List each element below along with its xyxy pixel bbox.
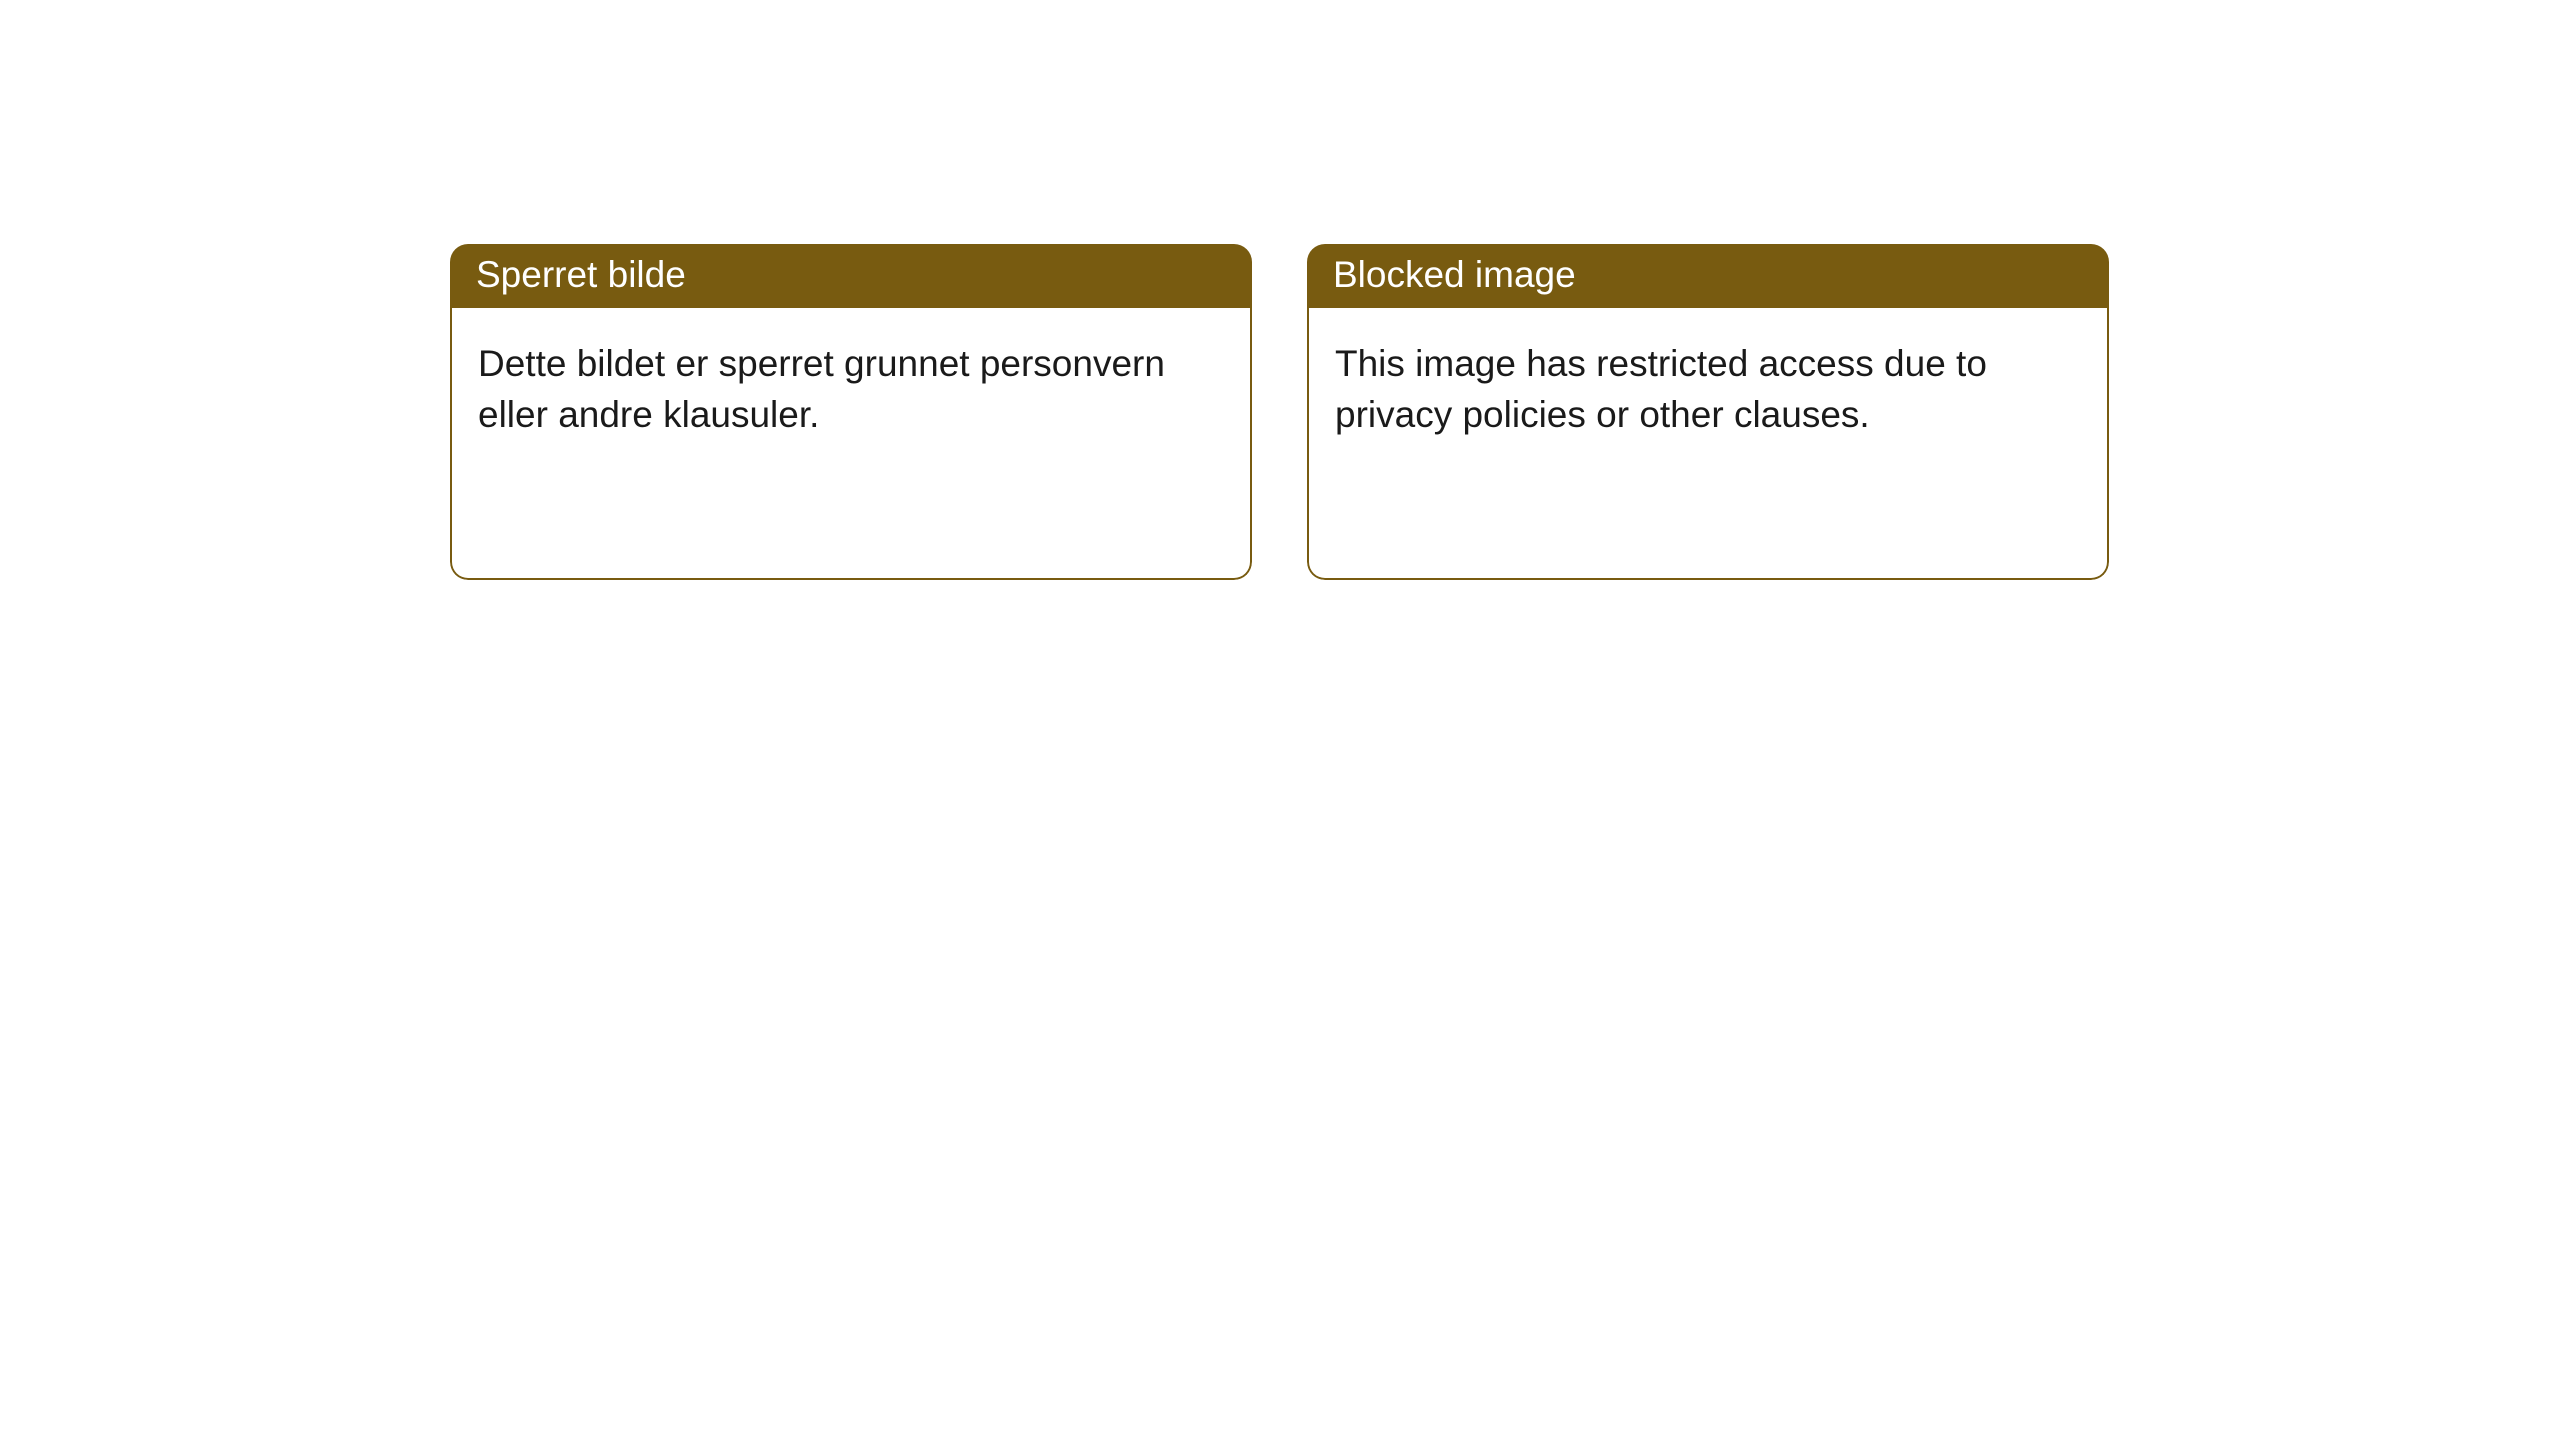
notice-panel-english: Blocked image This image has restricted …: [1307, 244, 2109, 580]
notice-panel-norwegian: Sperret bilde Dette bildet er sperret gr…: [450, 244, 1252, 580]
notice-panels-container: Sperret bilde Dette bildet er sperret gr…: [450, 244, 2109, 580]
panel-header: Blocked image: [1307, 244, 2109, 308]
panel-body: This image has restricted access due to …: [1307, 308, 2109, 580]
panel-body: Dette bildet er sperret grunnet personve…: [450, 308, 1252, 580]
panel-header: Sperret bilde: [450, 244, 1252, 308]
